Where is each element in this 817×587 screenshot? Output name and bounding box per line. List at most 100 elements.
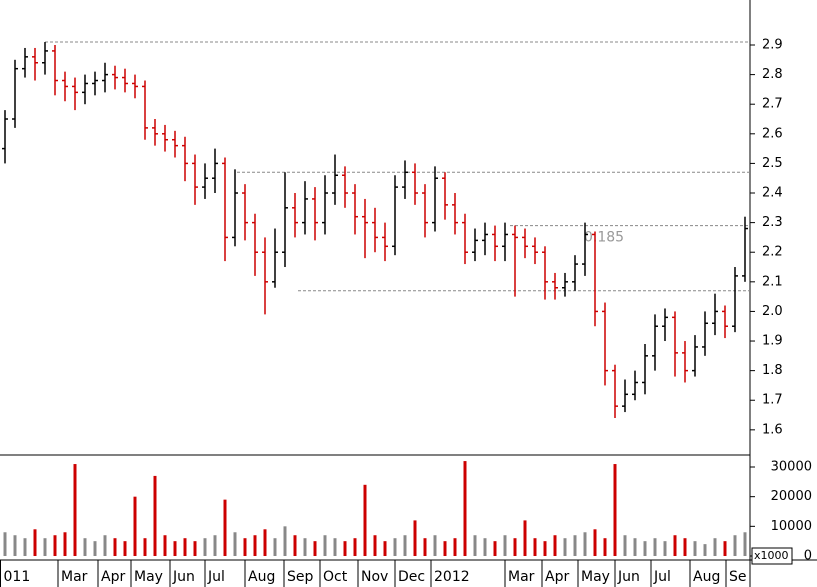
- y-tick-label: 2.4: [762, 186, 783, 201]
- y-tick-label: 0: [804, 548, 812, 563]
- volume-bar: [383, 541, 387, 556]
- y-tick-label: 2.0: [762, 304, 783, 319]
- volume-bar: [243, 538, 247, 556]
- volume-bar: [463, 461, 467, 556]
- y-tick-label: 20000: [771, 489, 812, 504]
- volume-bar: [133, 496, 137, 556]
- volume-bar: [403, 535, 407, 556]
- volume-bar: [703, 544, 707, 556]
- x-tick-label: Jul: [207, 569, 225, 585]
- y-tick-label: 2.2: [762, 245, 783, 260]
- volume-bar: [263, 529, 267, 556]
- volume-bar: [23, 538, 27, 556]
- volume-bar: [423, 538, 427, 556]
- volume-bar: [673, 535, 677, 556]
- x-tick-label: Sep: [287, 569, 314, 585]
- volume-bar: [43, 538, 47, 556]
- volume-bar: [613, 464, 617, 556]
- volume-bar: [103, 535, 107, 556]
- volume-bar: [353, 538, 357, 556]
- volume-bar: [583, 532, 587, 556]
- volume-bar: [63, 532, 67, 556]
- volume-bar: [733, 535, 737, 556]
- x-tick-label: Jul: [653, 569, 671, 585]
- volume-bar: [153, 475, 157, 556]
- volume-bar: [323, 535, 327, 556]
- volume-bar: [183, 538, 187, 556]
- volume-bar: [93, 541, 97, 556]
- volume-bar: [433, 535, 437, 556]
- volume-bar: [663, 541, 667, 556]
- x-tick-label: Mar: [61, 569, 88, 585]
- volume-bar: [543, 541, 547, 556]
- volume-bar: [303, 538, 307, 556]
- y-tick-label: 2.9: [762, 37, 783, 52]
- x-tick-label: Aug: [248, 569, 275, 585]
- volume-bar: [283, 526, 287, 556]
- x-tick-label: May: [134, 569, 163, 585]
- x-tick-label: Oct: [323, 569, 348, 585]
- x-tick-label: Se: [729, 569, 747, 585]
- y-tick-label: 1.7: [762, 393, 783, 408]
- unit-label: x1000: [754, 549, 789, 562]
- volume-bar: [393, 538, 397, 556]
- volume-bar: [273, 538, 277, 556]
- volume-bar: [173, 541, 177, 556]
- volume-bar: [493, 541, 497, 556]
- x-tick-label: Jun: [172, 569, 195, 585]
- volume-bar: [683, 538, 687, 556]
- volume-bar: [193, 541, 197, 556]
- volume-bar: [483, 538, 487, 556]
- volume-bar: [3, 532, 7, 556]
- y-tick-label: 2.5: [762, 156, 783, 171]
- volume-bar: [513, 538, 517, 556]
- y-tick-label: 2.7: [762, 97, 783, 112]
- volume-bar: [113, 538, 117, 556]
- volume-bar: [743, 532, 747, 556]
- volume-bar: [573, 535, 577, 556]
- volume-bar: [253, 535, 257, 556]
- x-tick-label: Jun: [617, 569, 640, 585]
- volume-bar: [123, 541, 127, 556]
- x-tick-label: Nov: [361, 569, 388, 585]
- volume-bar: [343, 541, 347, 556]
- x-tick-label: May: [581, 569, 610, 585]
- volume-bar: [33, 529, 37, 556]
- volume-bar: [83, 538, 87, 556]
- x-tick-label: Mar: [508, 569, 535, 585]
- y-tick-label: 1.6: [762, 422, 783, 437]
- y-tick-label: 2.1: [762, 274, 783, 289]
- x-tick-label: Apr: [545, 569, 569, 585]
- x-tick-label: 2012: [434, 569, 470, 585]
- volume-bar: [363, 484, 367, 556]
- volume-bar: [373, 535, 377, 556]
- y-tick-label: 1.8: [762, 363, 783, 378]
- volume-bar: [533, 538, 537, 556]
- volume-bar: [623, 535, 627, 556]
- annotation: 0.185: [584, 229, 624, 245]
- volume-bar: [453, 538, 457, 556]
- volume-bar: [553, 535, 557, 556]
- volume-bar: [143, 538, 147, 556]
- volume-bar: [653, 538, 657, 556]
- y-tick-label: 10000: [771, 519, 812, 534]
- y-tick-label: 2.3: [762, 215, 783, 230]
- volume-bar: [603, 538, 607, 556]
- volume-bar: [223, 499, 227, 556]
- volume-bar: [163, 535, 167, 556]
- x-tick-label: 011: [4, 569, 31, 585]
- volume-bar: [313, 541, 317, 556]
- volume-bar: [643, 541, 647, 556]
- volume-bar: [293, 535, 297, 556]
- x-tick-label: Apr: [101, 569, 125, 585]
- volume-bar: [333, 538, 337, 556]
- volume-bar: [563, 538, 567, 556]
- y-tick-label: 2.6: [762, 126, 783, 141]
- volume-bar: [633, 538, 637, 556]
- y-tick-label: 1.9: [762, 334, 783, 349]
- x-tick-label: Aug: [693, 569, 720, 585]
- volume-bar: [523, 520, 527, 556]
- volume-bar: [443, 541, 447, 556]
- volume-bar: [53, 535, 57, 556]
